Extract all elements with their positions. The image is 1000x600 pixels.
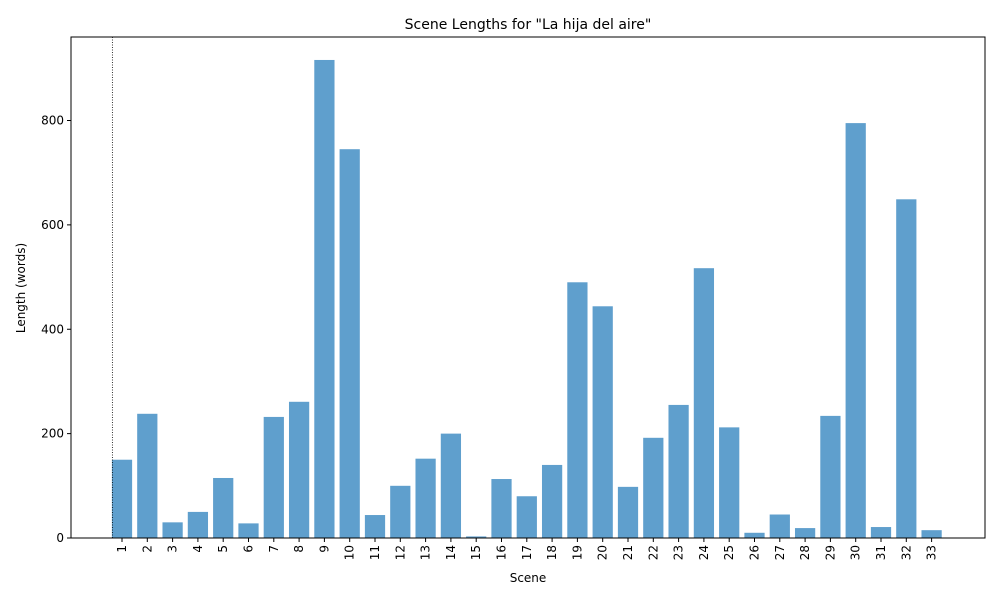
x-tick-label: 28	[798, 545, 812, 560]
chart-title: Scene Lengths for "La hija del aire"	[405, 17, 652, 33]
bar-scene-26	[744, 532, 765, 538]
y-axis-label: Length (words)	[14, 243, 28, 333]
y-tick-label: 200	[41, 427, 64, 441]
bar-scene-19	[567, 282, 588, 538]
bar-scene-21	[617, 486, 639, 538]
bars-group	[111, 59, 942, 539]
x-tick-label: 9	[317, 545, 331, 553]
x-tick-label: 20	[596, 545, 610, 560]
bar-scene-32	[896, 199, 917, 538]
bar-scene-4	[187, 511, 209, 538]
x-axis: 1 2 3 4 5 6 7 8 9 10 11 12 13 14 15 16 17 18 19 20 21 22 23 24 2…	[115, 538, 939, 560]
x-tick-label: 5	[216, 545, 230, 553]
x-tick-label: 24	[697, 545, 711, 560]
x-tick-label: 2	[140, 545, 154, 553]
x-tick-label: 30	[849, 545, 863, 560]
bar-scene-16	[491, 479, 512, 538]
bar-scene-2	[137, 413, 158, 538]
bar-scene-33	[921, 530, 942, 538]
bar-scene-6	[238, 523, 259, 538]
bar-scene-5	[213, 477, 234, 538]
x-tick-label: 32	[899, 545, 913, 560]
bar-scene-23	[668, 404, 689, 538]
bar-scene-30	[845, 123, 866, 538]
bar-scene-18	[541, 464, 563, 538]
bar-scene-24	[693, 268, 715, 538]
bar-scene-10	[339, 149, 360, 538]
bar-scene-28	[794, 528, 816, 538]
x-tick-label: 25	[722, 545, 736, 560]
x-tick-label: 18	[545, 545, 559, 560]
x-tick-label: 13	[419, 545, 433, 560]
x-tick-label: 26	[748, 545, 762, 560]
bar-scene-11	[364, 515, 386, 538]
x-tick-label: 17	[520, 545, 534, 560]
x-tick-label: 3	[166, 545, 180, 553]
plot-frame	[70, 36, 986, 539]
bar-scene-8	[288, 401, 310, 538]
x-tick-label: 6	[242, 545, 256, 553]
x-tick-label: 29	[823, 545, 837, 560]
x-tick-label: 22	[646, 545, 660, 560]
x-tick-label: 23	[672, 545, 686, 560]
x-tick-label: 15	[469, 545, 483, 560]
x-tick-label: 12	[393, 545, 407, 560]
x-tick-label: 16	[495, 545, 509, 560]
bar-scene-12	[390, 485, 411, 538]
y-tick-label: 0	[56, 531, 64, 545]
bar-scene-3	[162, 522, 183, 538]
bar-scene-20	[592, 306, 613, 538]
bar-scene-25	[719, 427, 740, 538]
y-tick-label: 600	[41, 218, 64, 232]
x-tick-label: 4	[191, 545, 205, 553]
y-tick-label: 400	[41, 322, 64, 336]
x-tick-label: 21	[621, 545, 635, 560]
y-tick-label: 800	[41, 114, 64, 128]
bar-scene-29	[820, 415, 841, 538]
x-tick-label: 27	[773, 545, 787, 560]
bar-scene-7	[263, 416, 284, 538]
x-tick-label: 19	[570, 545, 584, 560]
x-tick-label: 33	[925, 545, 939, 560]
bar-scene-9	[314, 59, 335, 539]
x-tick-label: 1	[115, 545, 129, 553]
bar-scene-27	[769, 514, 790, 538]
x-tick-label: 31	[874, 545, 888, 560]
bar-scene-31	[870, 527, 892, 538]
x-axis-label: Scene	[510, 571, 547, 585]
bar-scene-15	[466, 536, 487, 538]
x-tick-label: 11	[368, 545, 382, 560]
x-tick-label: 10	[343, 545, 357, 560]
x-tick-label: 7	[267, 545, 281, 553]
bar-scene-1	[111, 459, 133, 538]
bar-scene-14	[440, 433, 462, 538]
bar-scene-13	[415, 458, 436, 538]
x-tick-label: 8	[292, 545, 306, 553]
y-axis: 0 200 400 600 800	[41, 114, 71, 545]
bar-scene-17	[516, 496, 537, 538]
x-tick-label: 14	[444, 545, 458, 560]
bar-scene-22	[643, 437, 664, 538]
